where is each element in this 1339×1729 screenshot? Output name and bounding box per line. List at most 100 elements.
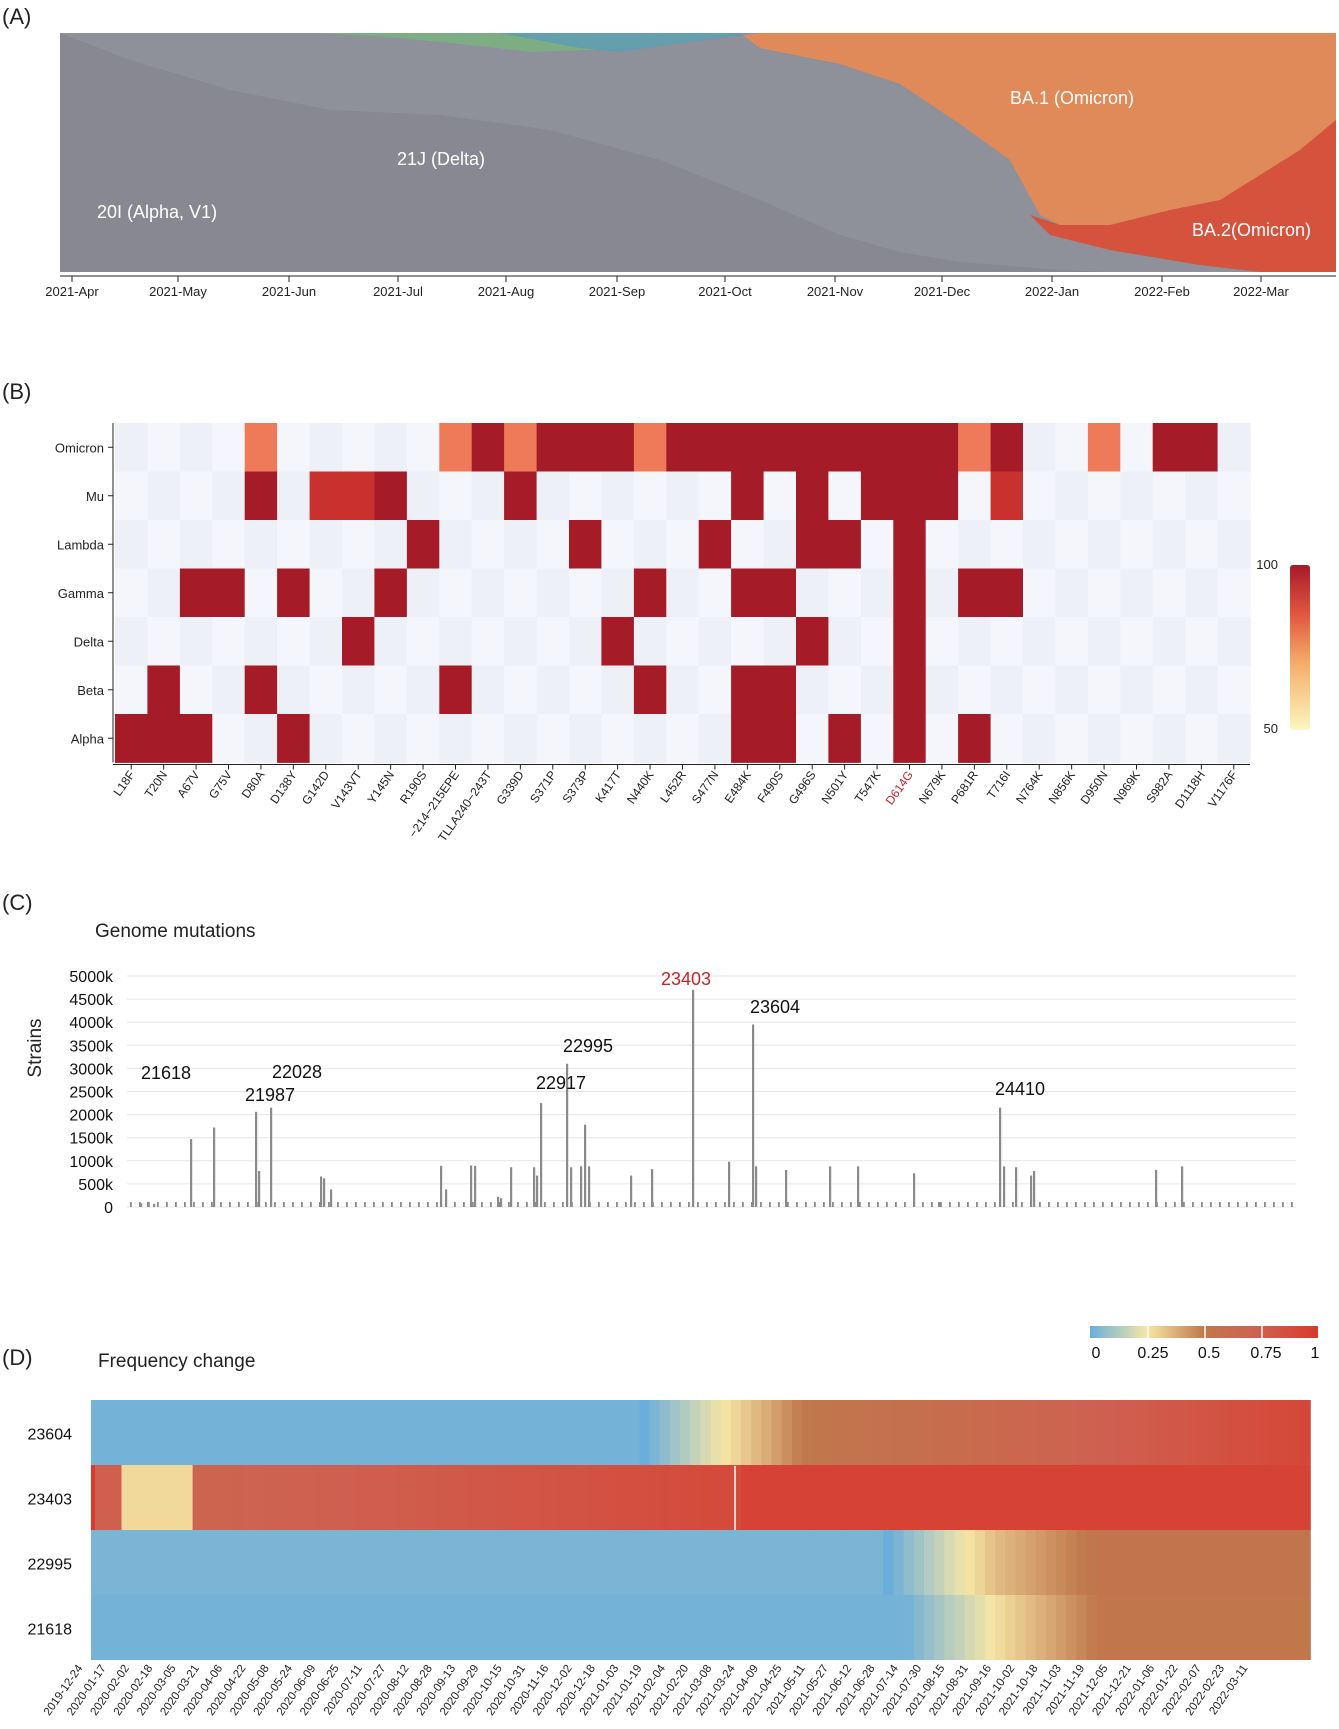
column-label: V1176F	[1205, 768, 1240, 810]
heatmap-cell	[925, 568, 959, 618]
heatmap-cell	[796, 423, 829, 472]
heatmap-cell	[456, 1530, 468, 1595]
heatmap-cell	[294, 1530, 306, 1595]
heatmap-cell	[1023, 471, 1056, 521]
heatmap-cell	[710, 1595, 722, 1660]
heatmap-cell	[1152, 714, 1186, 763]
heatmap-cell	[893, 617, 927, 666]
heatmap-cell	[925, 520, 959, 569]
heatmap-cell	[666, 471, 700, 521]
column-label: P681R	[948, 768, 981, 806]
heatmap-cell	[1066, 1400, 1078, 1465]
heatmap-cell	[263, 1595, 275, 1660]
heatmap-cell	[1086, 1465, 1098, 1530]
heatmap-cell	[1096, 1465, 1108, 1530]
bar	[1084, 1202, 1086, 1207]
heatmap-cell	[179, 714, 213, 763]
heatmap-cell	[244, 568, 278, 618]
heatmap-cell	[179, 568, 213, 618]
heatmap-cell	[974, 1595, 986, 1660]
heatmap-cell	[1045, 1465, 1057, 1530]
bar	[355, 1202, 357, 1207]
heatmap-cell	[601, 423, 635, 472]
heatmap-cell	[690, 1465, 702, 1530]
y-tick-label: 2000k	[69, 1108, 114, 1125]
heatmap-cell	[842, 1595, 854, 1660]
heatmap-cell	[504, 665, 538, 715]
heatmap-cell	[771, 1595, 783, 1660]
bar	[1093, 1202, 1095, 1207]
bar	[850, 1202, 852, 1207]
heatmap-cell	[517, 1400, 529, 1465]
stream-series-alpha	[60, 33, 1336, 272]
heatmap-cell	[121, 1530, 133, 1595]
panel-a-streamgraph: 20I (Alpha, V1) 21J (Delta) BA.1 (Omicron)…	[45, 33, 1336, 299]
heatmap-cell	[471, 714, 505, 763]
heatmap-cell	[601, 714, 635, 763]
heatmap-cell	[1218, 1530, 1230, 1595]
heatmap-edge	[91, 1465, 95, 1530]
heatmap-cell	[828, 714, 862, 763]
heatmap-cell	[253, 1595, 265, 1660]
bar	[895, 1202, 897, 1207]
heatmap-cell	[536, 714, 570, 763]
heatmap-cell	[471, 471, 505, 521]
heatmap-cell	[1055, 520, 1089, 569]
colorbar-tick-label: 0.75	[1250, 1345, 1281, 1362]
heatmap-cell	[365, 1400, 377, 1465]
heatmap-cell	[944, 1400, 956, 1465]
heatmap-cell	[504, 520, 538, 569]
bar	[868, 1202, 870, 1207]
heatmap-cell	[406, 665, 440, 715]
heatmap-cell	[568, 1595, 580, 1660]
heatmap-cell	[1188, 1400, 1200, 1465]
colorbar-tick-label: 0.25	[1137, 1345, 1168, 1362]
column-label: L18F	[111, 768, 138, 798]
heatmap-cell	[1106, 1530, 1118, 1595]
heatmap-cell	[374, 568, 408, 618]
bar	[330, 1189, 333, 1207]
heatmap-cell	[1055, 423, 1089, 472]
heatmap-cell	[304, 1530, 316, 1595]
x-tick-label: 2021-Nov	[807, 284, 864, 299]
panel-c-genome-mutations: Genome mutations Strains 0 500k 1000k 1500k 20…	[25, 921, 1296, 1217]
heatmap-cell	[1152, 568, 1186, 618]
bar	[829, 1166, 832, 1207]
heatmap-cell	[852, 1465, 864, 1530]
heatmap-cell	[504, 617, 538, 666]
heatmap-cell	[426, 1400, 438, 1465]
heatmap-cell	[1218, 1400, 1230, 1465]
heatmap-cell	[670, 1530, 681, 1595]
heatmap-cell	[578, 1530, 590, 1595]
x-tick-label: 2021-Sep	[589, 284, 645, 299]
heatmap-cell	[609, 1595, 621, 1660]
colorbar-tick-label: 0.5	[1198, 1345, 1220, 1362]
heatmap-cell	[720, 1530, 732, 1595]
heatmap-cell	[277, 471, 311, 521]
heatmap-cell	[569, 617, 602, 666]
heatmap-cell	[212, 1400, 224, 1465]
bar	[470, 1165, 473, 1207]
heatmap-cell	[1147, 1595, 1159, 1660]
heatmap-cell	[1147, 1530, 1159, 1595]
bar	[778, 1202, 780, 1207]
heatmap-cell	[731, 520, 765, 569]
bar	[823, 1202, 825, 1207]
heatmap-cell	[771, 1465, 783, 1530]
heatmap-cell	[1167, 1400, 1179, 1465]
row-label: 22995	[28, 1557, 73, 1574]
bar	[661, 1202, 663, 1207]
heatmap-cell	[698, 714, 732, 763]
bar	[859, 1202, 861, 1207]
heatmap-cell	[781, 1465, 793, 1530]
heatmap-cell	[639, 1530, 651, 1595]
heatmap-cell	[395, 1465, 407, 1530]
heatmap-cell	[471, 665, 505, 715]
heatmap-cell	[374, 423, 408, 472]
heatmap-cell	[1259, 1400, 1271, 1465]
heatmap-cell	[1045, 1530, 1057, 1595]
heatmap-cell	[277, 617, 311, 666]
heatmap-cell	[1096, 1530, 1108, 1595]
heatmap-cell	[828, 471, 862, 521]
heatmap-cell	[925, 617, 959, 666]
